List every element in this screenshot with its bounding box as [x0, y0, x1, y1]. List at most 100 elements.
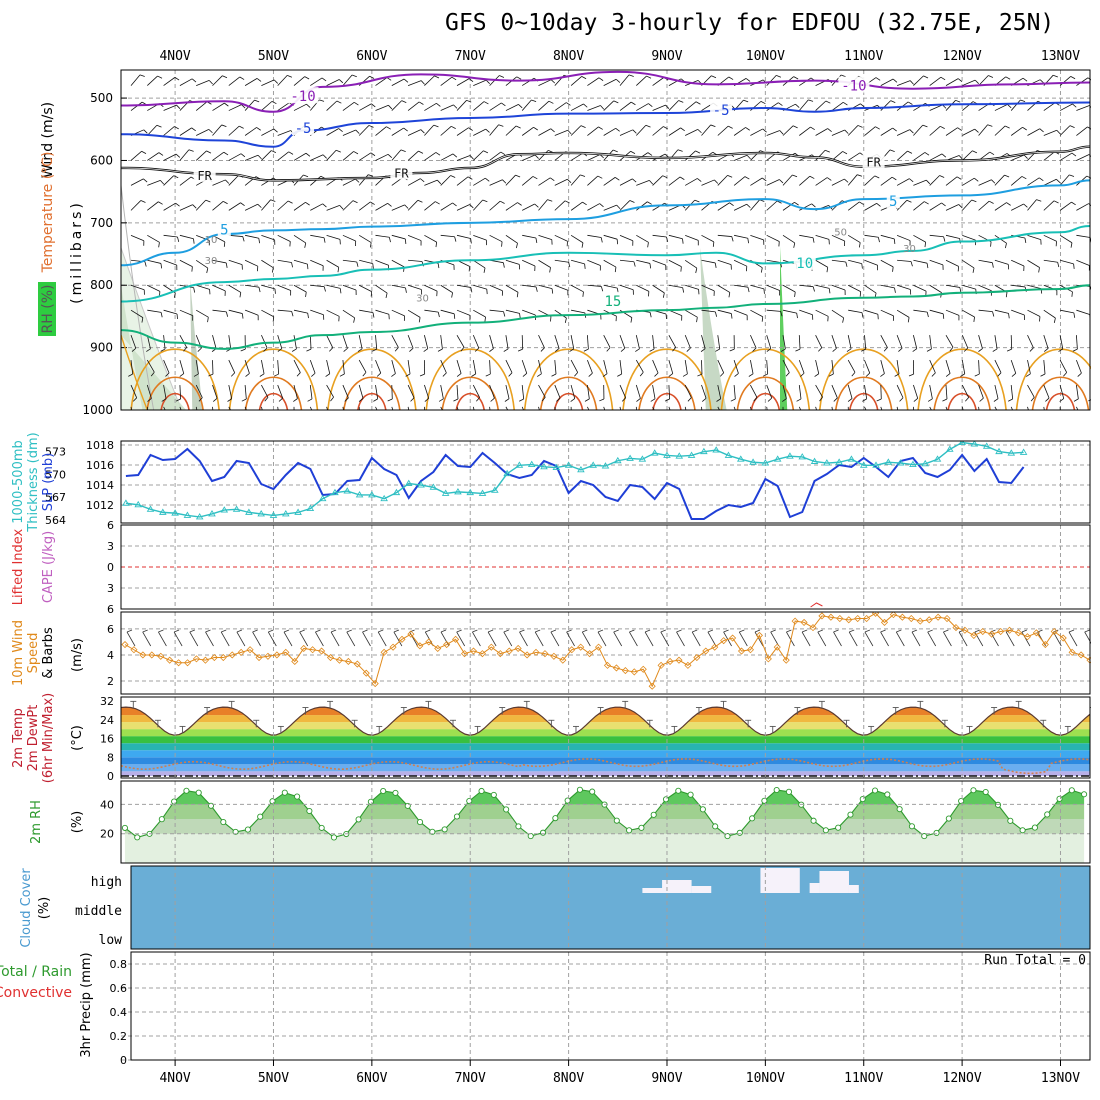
wind-barb-flag [992, 348, 998, 352]
wind-speed-point [648, 682, 656, 690]
wind-speed-point [380, 648, 388, 656]
surface-wind-barb-flag [142, 629, 148, 633]
wind-barb [359, 284, 372, 292]
wind-barb [750, 309, 763, 318]
surface-wind-barb-flag [676, 629, 682, 633]
wind-barb-flag [909, 80, 914, 85]
thickness-point [700, 447, 708, 455]
wind-barb-flag [140, 200, 146, 203]
surface-wind-barb [817, 631, 827, 647]
wind-barb-flag [584, 398, 590, 402]
wind-barb [505, 259, 520, 265]
wind-barb-flag [240, 153, 246, 158]
wind-barb [635, 359, 644, 373]
surface-wind-barb-flag [173, 629, 180, 633]
rh-point [626, 827, 633, 834]
wind-barb-flag [254, 99, 260, 103]
thickness-point [429, 483, 438, 490]
wind-barb-flag [645, 124, 651, 128]
wind-barb-flag [165, 372, 170, 377]
wind-barb [261, 406, 263, 410]
surface-wind-barb [597, 631, 607, 647]
wind-barb-flag [150, 371, 155, 377]
wind-barb-flag [1029, 347, 1034, 352]
chart-title: GFS 0~10day 3-hourly for EDFOU (32.75E, … [445, 10, 1055, 36]
surface-wind-barb [472, 631, 481, 647]
wind-barb [440, 202, 453, 211]
wind-barb [342, 200, 354, 211]
wind-barb-flag [167, 419, 170, 423]
wind-barb-flag [420, 80, 425, 85]
wind-barb [962, 284, 976, 290]
wind-barb-flag [323, 286, 326, 292]
surface-temp-contours [121, 334, 1091, 410]
wind-barb [1043, 102, 1056, 111]
rh-point [232, 828, 239, 835]
wind-barb [1076, 234, 1091, 238]
wind-barb-flag [369, 75, 375, 79]
wind-barb [684, 360, 688, 374]
wind-barb [195, 150, 207, 161]
surface-wind-barb-flag [896, 629, 902, 633]
wind-barb-flag [174, 77, 180, 81]
wind-barb-flag [957, 127, 962, 131]
surface-wind-barb-flag [786, 629, 792, 633]
wind-barb-flag [810, 126, 815, 131]
thickness-point [269, 511, 278, 518]
wind-barb [456, 204, 470, 211]
wind-barb-flag [483, 267, 486, 273]
rh-point [478, 787, 485, 795]
surface-wind-barb-flag [456, 629, 462, 633]
wind-barb-flag [1006, 202, 1011, 206]
wind-barb [489, 284, 503, 292]
wind-barb-flag [181, 420, 185, 423]
wind-barb-flag [845, 261, 848, 267]
wind-barb [1027, 259, 1040, 268]
wind-barb [146, 406, 148, 410]
wind-speed-point [827, 613, 835, 621]
wind-barb-flag [861, 348, 866, 352]
wind-speed-point [836, 614, 844, 623]
wind-barb [147, 124, 158, 136]
side-labels: Wind (m/s) Temperature (°C) RH (%) (mill… [0, 102, 94, 1058]
surface-wind-barb [205, 631, 214, 647]
wind-barb [831, 178, 845, 186]
wind-barb [962, 150, 973, 161]
wind-barb-flag [388, 237, 391, 243]
wind-barb [994, 174, 1005, 186]
wind-barb [407, 80, 422, 86]
wind-barb-flag [225, 262, 228, 268]
wind-barb-flag [358, 398, 364, 402]
wind-barb [799, 175, 811, 186]
rh-point [712, 823, 719, 830]
wind-barb-flag [600, 237, 603, 243]
wind-barb [913, 335, 918, 349]
wind-barb-flag [600, 105, 605, 110]
wind-barb-flag [633, 421, 638, 423]
wind-barb [1027, 360, 1031, 374]
wind-barb [228, 125, 240, 136]
wind-barb-flag [1044, 348, 1049, 352]
wind-barb [831, 406, 833, 410]
wind-barb-flag [516, 76, 522, 80]
wind-barb-flag [747, 238, 749, 244]
wind-barb-flag [1005, 292, 1008, 298]
thickness-tick-label: 573 [45, 446, 66, 459]
lifted-index-trace [810, 602, 823, 608]
surface-wind-barb-flag [299, 629, 305, 633]
wind-barb [929, 234, 944, 238]
wind-barb [1093, 101, 1100, 111]
contour--10 [121, 70, 1091, 113]
rh-contour-label: 30 [416, 293, 429, 304]
date-label-top: 12NOV [943, 49, 982, 64]
wind-barb [929, 309, 944, 315]
wind-barb-flag [388, 105, 393, 110]
wind-barb [521, 359, 528, 374]
wind-barb [766, 234, 780, 242]
wind-barb [1076, 335, 1078, 350]
wind-speed-point [300, 644, 308, 653]
wind-barb-flag [551, 373, 557, 377]
wind-barb-flag [476, 397, 480, 402]
wind-barb [961, 384, 970, 398]
wind-barb-flag [958, 204, 963, 209]
